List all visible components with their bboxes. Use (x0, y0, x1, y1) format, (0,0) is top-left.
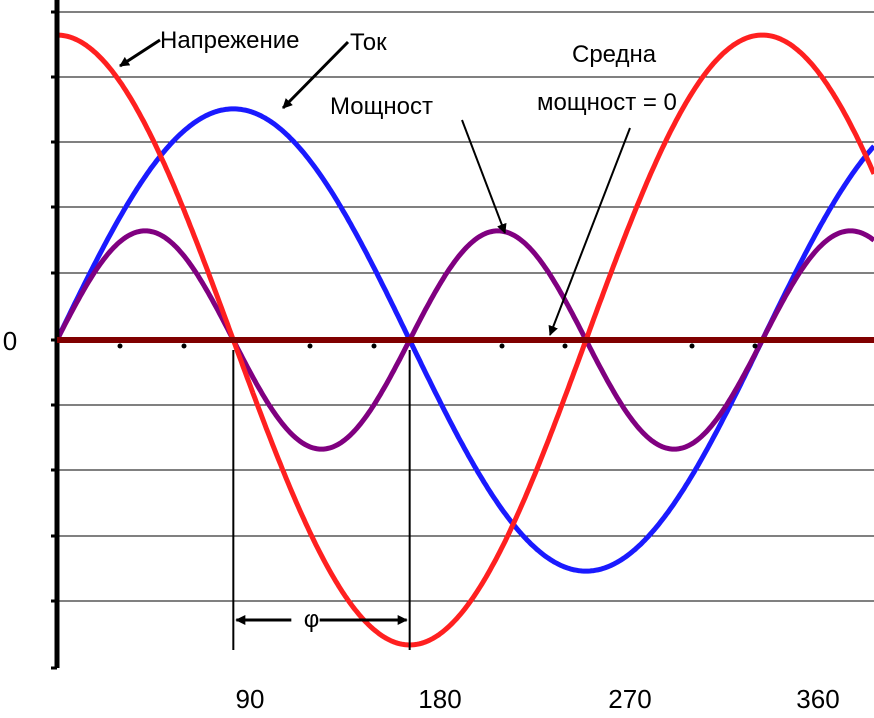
zero-dot-6 (689, 343, 695, 349)
voltage-curve (56, 32, 874, 648)
x-tick-label-270: 270 (608, 684, 651, 714)
current-arrow (281, 40, 350, 110)
power-curve (54, 228, 874, 452)
zero-dot-0 (117, 343, 123, 349)
zero-dot-1 (181, 343, 187, 349)
zero-dot-7 (752, 343, 758, 349)
grid-lines (57, 11, 874, 602)
zero-dot-5 (562, 343, 568, 349)
avg-power-arrow (548, 127, 631, 336)
current-label: Ток (350, 29, 387, 56)
curves (54, 32, 874, 648)
power-label: Мощност (330, 93, 433, 120)
power-arrow (461, 119, 507, 234)
x-tick-label-360: 360 (796, 684, 839, 714)
voltage-arrow (119, 38, 161, 68)
tick-labels: 90 180 270 360 0 (3, 326, 840, 714)
zero-dot-2 (307, 343, 313, 349)
zero-dot-3 (371, 343, 377, 349)
avg-power-label-2: мощност = 0 (537, 89, 677, 116)
axes (51, 0, 874, 670)
x-tick-label-90: 90 (236, 684, 265, 714)
voltage-label: Напрежение (160, 27, 300, 54)
annotations: φ Напрежение Ток Мощност Средна мощност = 0 (119, 27, 677, 650)
avg-power-label-1: Средна (572, 41, 657, 68)
x-tick-label-180: 180 (418, 684, 461, 714)
y-tick-label-zero: 0 (3, 326, 17, 356)
zero-dot-4 (499, 343, 505, 349)
phi-label: φ (304, 606, 320, 633)
